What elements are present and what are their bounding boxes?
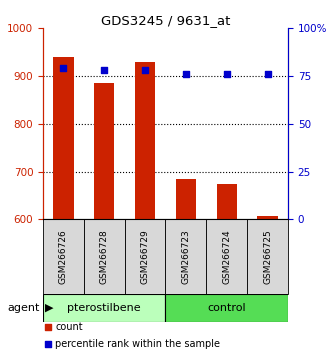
Bar [257, 216, 278, 219]
Text: pterostilbene: pterostilbene [68, 303, 141, 313]
Bar [216, 184, 237, 219]
Title: GDS3245 / 9631_at: GDS3245 / 9631_at [101, 14, 230, 27]
FancyBboxPatch shape [43, 219, 84, 294]
FancyBboxPatch shape [247, 219, 288, 294]
Text: GSM266723: GSM266723 [181, 229, 190, 284]
Text: agent: agent [7, 303, 40, 313]
Bar [94, 83, 115, 219]
Text: GSM266729: GSM266729 [141, 229, 150, 284]
Point [183, 72, 189, 77]
Text: ▶: ▶ [45, 303, 53, 313]
Point [102, 68, 107, 73]
FancyBboxPatch shape [206, 219, 247, 294]
Text: GSM266728: GSM266728 [100, 229, 109, 284]
Text: percentile rank within the sample: percentile rank within the sample [55, 339, 220, 349]
FancyBboxPatch shape [84, 219, 125, 294]
Text: GSM266724: GSM266724 [222, 229, 231, 284]
Point [224, 72, 229, 77]
Text: count: count [55, 321, 83, 332]
FancyBboxPatch shape [166, 294, 288, 322]
Point [61, 65, 66, 71]
Bar [135, 62, 155, 219]
Point [45, 341, 51, 347]
Text: GSM266725: GSM266725 [263, 229, 272, 284]
Point [142, 68, 148, 73]
Bar [176, 179, 196, 219]
Text: control: control [208, 303, 246, 313]
FancyBboxPatch shape [166, 219, 206, 294]
Bar [53, 57, 73, 219]
FancyBboxPatch shape [43, 294, 166, 322]
Point [265, 72, 270, 77]
Point [45, 324, 51, 329]
FancyBboxPatch shape [125, 219, 166, 294]
Text: GSM266726: GSM266726 [59, 229, 68, 284]
